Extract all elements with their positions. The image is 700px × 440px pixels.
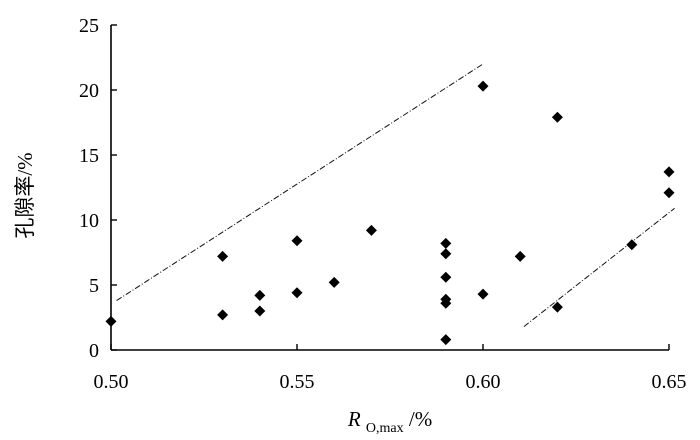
x-axis-title: R O,max /% (347, 407, 432, 437)
bounding-lines (116, 63, 675, 327)
data-point (217, 309, 229, 321)
data-point (477, 80, 489, 92)
x-axis-title-suffix: /% (409, 407, 432, 431)
data-point (440, 334, 452, 346)
y-axis-title: 孔隙率/% (13, 152, 37, 238)
y-tick-label: 5 (89, 275, 99, 297)
data-point (105, 315, 117, 327)
data-point (440, 297, 452, 309)
x-tick-label: 0.65 (652, 371, 687, 393)
x-tick-label: 0.60 (466, 371, 501, 393)
data-point (514, 250, 526, 262)
axes (110, 25, 669, 351)
data-point (254, 305, 266, 317)
data-point (291, 235, 303, 247)
data-point (551, 111, 563, 123)
x-axis-title-main: R (347, 407, 361, 431)
data-point (291, 287, 303, 299)
y-tick-label: 15 (79, 145, 99, 167)
x-axis-title-subscript: O,max (366, 421, 404, 436)
data-point (328, 276, 340, 288)
x-axis-ticks: 0.50 0.55 0.60 0.65 (94, 344, 687, 393)
data-point (365, 224, 377, 236)
bounding-line (523, 207, 675, 327)
y-tick-label: 10 (79, 210, 99, 232)
y-tick-label: 0 (89, 340, 99, 362)
x-tick-label: 0.55 (280, 371, 315, 393)
data-point (551, 301, 563, 313)
data-point (217, 250, 229, 262)
y-axis-ticks: 0 5 10 15 20 25 (79, 15, 117, 362)
bounding-line (116, 63, 484, 302)
data-point (663, 187, 675, 199)
data-point (626, 239, 638, 251)
data-points (105, 80, 675, 346)
y-tick-label: 25 (79, 15, 99, 37)
data-point (440, 237, 452, 249)
x-tick-label: 0.50 (94, 371, 129, 393)
data-point (663, 166, 675, 178)
data-point (440, 271, 452, 283)
data-point (254, 289, 266, 301)
y-tick-label: 20 (79, 80, 99, 102)
data-point (477, 288, 489, 300)
data-point (440, 248, 452, 260)
